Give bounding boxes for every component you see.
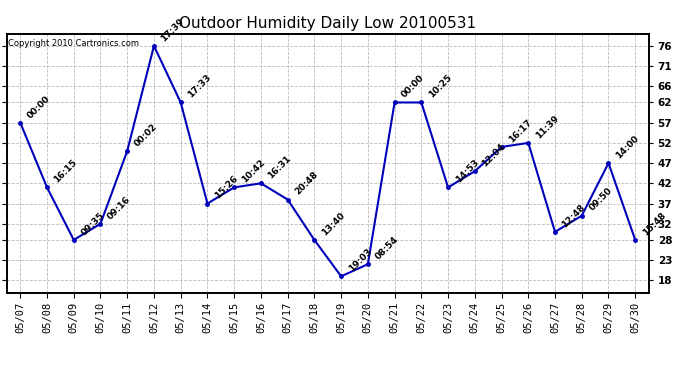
Text: 20:48: 20:48 — [293, 170, 319, 197]
Text: Copyright 2010 Cartronics.com: Copyright 2010 Cartronics.com — [8, 39, 139, 48]
Text: 17:39: 17:39 — [159, 16, 186, 43]
Text: 11:39: 11:39 — [534, 114, 560, 140]
Text: 15:48: 15:48 — [641, 210, 667, 237]
Text: 16:31: 16:31 — [266, 154, 293, 180]
Text: 12:04: 12:04 — [480, 142, 507, 168]
Text: 10:25: 10:25 — [427, 73, 453, 100]
Text: 08:54: 08:54 — [373, 235, 400, 261]
Text: 15:26: 15:26 — [213, 174, 239, 201]
Title: Outdoor Humidity Daily Low 20100531: Outdoor Humidity Daily Low 20100531 — [179, 16, 476, 31]
Text: 16:15: 16:15 — [52, 158, 79, 184]
Text: 14:00: 14:00 — [614, 134, 640, 160]
Text: 09:50: 09:50 — [587, 186, 614, 213]
Text: 10:42: 10:42 — [239, 158, 266, 184]
Text: 09:35: 09:35 — [79, 210, 106, 237]
Text: 00:00: 00:00 — [26, 94, 52, 120]
Text: 14:53: 14:53 — [453, 158, 480, 184]
Text: 00:02: 00:02 — [132, 122, 159, 148]
Text: 16:17: 16:17 — [507, 117, 534, 144]
Text: 19:03: 19:03 — [346, 247, 373, 273]
Text: 12:48: 12:48 — [560, 202, 587, 229]
Text: 13:40: 13:40 — [320, 210, 346, 237]
Text: 17:33: 17:33 — [186, 73, 213, 100]
Text: 00:00: 00:00 — [400, 74, 426, 100]
Text: 09:16: 09:16 — [106, 194, 132, 221]
